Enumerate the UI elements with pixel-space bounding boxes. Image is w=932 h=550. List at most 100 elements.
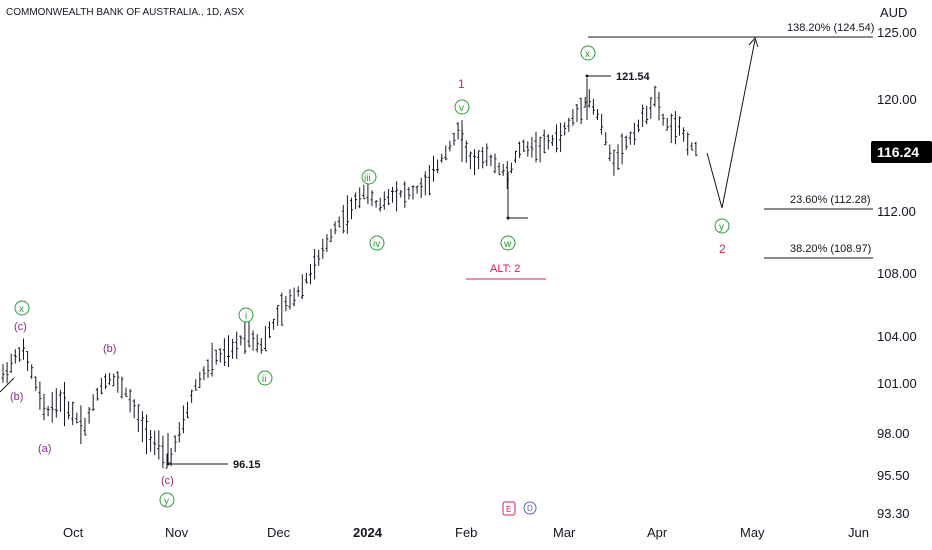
ohlc-bar <box>452 133 456 146</box>
ohlc-bar <box>26 350 30 372</box>
ohlc-bar <box>563 122 567 136</box>
ohlc-bar <box>296 286 300 297</box>
ohlc-bar <box>448 140 452 152</box>
ohlc-bar <box>112 373 116 387</box>
ohlc-bar <box>58 389 62 412</box>
ohlc-bar <box>42 393 46 421</box>
y-tick-label: 101.00 <box>877 376 917 391</box>
wave-label: (a) <box>38 443 51 455</box>
ohlc-bar <box>153 430 157 456</box>
wave-label: iii <box>364 173 371 184</box>
ohlc-bar <box>325 234 329 252</box>
ohlc-bar <box>378 197 382 212</box>
ohlc-bar <box>300 274 304 300</box>
ohlc-bar <box>104 373 107 389</box>
ohlc-bar <box>17 347 21 362</box>
ohlc-bar <box>665 117 669 131</box>
ohlc-bar <box>218 348 222 363</box>
fib-level-label: 23.60% (112.28) <box>790 194 871 206</box>
ohlc-bar <box>251 330 255 351</box>
event-badge-earnings[interactable]: E <box>502 501 516 516</box>
price-point-96[interactable]: 96.15 <box>166 459 261 471</box>
ohlc-bar <box>333 221 337 235</box>
price-point-121[interactable]: 121.54 <box>585 71 651 83</box>
ohlc-bar <box>612 149 616 176</box>
price-point-111[interactable] <box>506 216 529 220</box>
ohlc-bar <box>124 387 128 397</box>
ohlc-bar <box>67 401 71 420</box>
ohlc-bar <box>526 141 530 157</box>
wave-label: 1 <box>458 77 465 91</box>
ohlc-bar <box>403 181 407 208</box>
ohlc-bar <box>194 379 198 391</box>
ohlc-bar <box>604 132 608 146</box>
ohlc-bar <box>415 185 419 194</box>
ohlc-bar <box>87 406 91 424</box>
currency-label[interactable]: AUD <box>880 5 907 20</box>
alt-2-label[interactable]: ALT: 2 <box>466 263 546 280</box>
ohlc-bar <box>649 97 653 119</box>
ohlc-bar <box>83 417 87 436</box>
wave-label: x <box>19 304 24 315</box>
ohlc-bar <box>583 96 587 108</box>
ohlc-bar <box>673 111 677 145</box>
ohlc-bar <box>329 228 333 243</box>
ohlc-bar <box>263 326 267 352</box>
ohlc-bar <box>624 135 628 150</box>
ohlc-bar <box>239 335 243 346</box>
wave-circle <box>159 492 175 508</box>
x-tick-label: Dec <box>267 525 291 540</box>
ohlc-bar <box>497 162 501 176</box>
y-tick-label: 112.00 <box>877 204 916 219</box>
wave-circle <box>580 45 596 61</box>
ohlc-bar <box>514 150 517 163</box>
ohlc-bar <box>140 411 144 443</box>
ohlc-bar <box>222 338 226 367</box>
ohlc-bar <box>407 186 411 200</box>
ohlc-bar <box>509 162 513 174</box>
time-axis[interactable]: Oct Nov Dec 2024 Feb Mar Apr May Jun <box>63 525 869 540</box>
ohlc-bar <box>313 248 317 280</box>
ohlc-bar <box>669 113 673 143</box>
y-tick-label: 104.00 <box>877 329 917 344</box>
ohlc-bar <box>91 394 95 411</box>
ohlc-bar <box>54 388 58 418</box>
ohlc-bar <box>169 447 173 467</box>
event-badge-label: D <box>527 504 533 513</box>
x-tick-label: Apr <box>647 525 668 540</box>
last-price-tag <box>871 141 932 163</box>
ohlc-bar <box>542 129 546 154</box>
price-axis[interactable]: 125.00 120.00 112.00 108.00 104.00 101.0… <box>871 25 932 521</box>
ohlc-bar <box>358 187 362 209</box>
wave-label: v <box>459 103 464 114</box>
ohlc-bar <box>202 366 206 381</box>
wave-circle <box>257 370 273 386</box>
ohlc-bar <box>231 338 235 359</box>
ohlc-bar <box>608 144 612 162</box>
ohlc-bar <box>354 192 358 210</box>
chart-title: COMMONWEALTH BANK OF AUSTRALIA., 1D, ASX <box>6 7 245 18</box>
ohlc-bar <box>362 184 366 200</box>
ohlc-bar <box>587 89 591 108</box>
y-tick-label: 120.00 <box>877 92 917 107</box>
ohlc-bar <box>1 364 5 383</box>
ohlc-bar <box>370 190 374 207</box>
ohlc-bar <box>632 122 636 145</box>
ohlc-bar <box>485 143 489 166</box>
x-tick-label: Mar <box>553 525 576 540</box>
ohlc-bar <box>341 205 345 234</box>
event-badge-dividend[interactable]: D <box>523 501 537 515</box>
wave-label: y <box>719 222 724 233</box>
fib-levels[interactable]: 138.20% (124.54) 23.60% (112.28) 38.20% … <box>588 22 874 259</box>
x-tick-label: Feb <box>455 525 477 540</box>
ohlc-bar <box>186 401 189 419</box>
ohlc-bar <box>235 331 239 360</box>
wave-label: y <box>164 496 169 507</box>
projection-path[interactable] <box>706 37 759 209</box>
fib-level-label: 38.20% (108.97) <box>790 243 871 255</box>
ohlc-bar <box>38 381 42 410</box>
ohlc-bar <box>682 127 686 142</box>
ohlc-bar <box>46 406 50 417</box>
ohlc-bar <box>591 98 595 115</box>
